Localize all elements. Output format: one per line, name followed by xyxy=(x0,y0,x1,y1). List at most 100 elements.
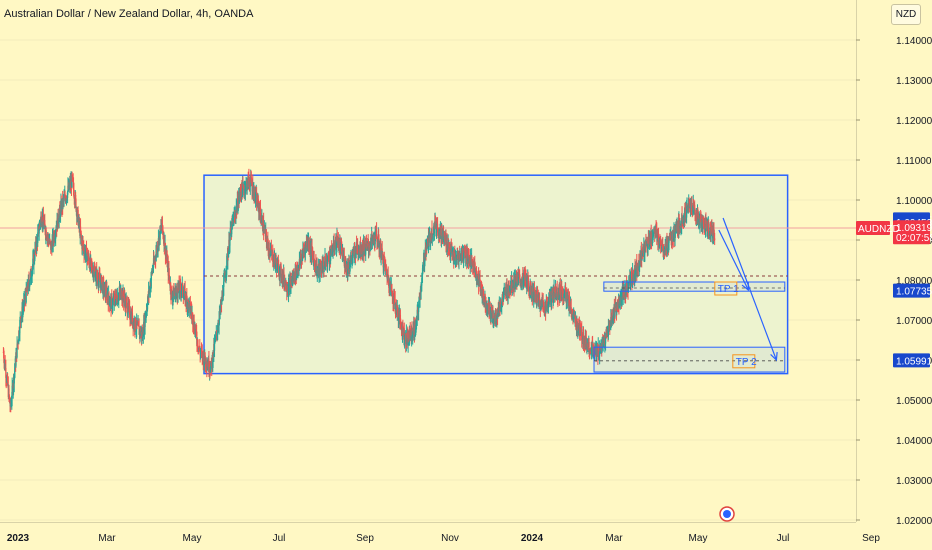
candle-body xyxy=(170,283,172,294)
candle-body xyxy=(492,309,494,325)
price-tick-label: 1.04000 xyxy=(896,436,932,447)
candle-body xyxy=(685,207,687,216)
candle-body xyxy=(501,301,503,307)
candle-body xyxy=(173,293,175,300)
candle-body xyxy=(146,301,149,310)
candle-body xyxy=(377,235,379,246)
price-tag xyxy=(893,353,930,368)
time-tick-label: Jul xyxy=(273,533,286,544)
candle-body xyxy=(261,217,264,229)
candle-body xyxy=(319,263,321,275)
time-tick-label: Jul xyxy=(777,533,790,544)
time-tick-label: May xyxy=(689,533,708,544)
candle-body xyxy=(709,231,711,236)
candle-body xyxy=(222,295,224,297)
candle-body xyxy=(709,228,712,238)
price-tick-label: 1.07000 xyxy=(896,316,932,327)
candle-body xyxy=(522,278,525,287)
time-tick-label: Mar xyxy=(98,533,116,544)
candle-body xyxy=(241,183,243,191)
candle-body xyxy=(76,214,78,217)
candle-body xyxy=(19,319,21,334)
candle-body xyxy=(7,376,9,385)
candle-body xyxy=(197,347,199,349)
candle-body xyxy=(75,194,77,200)
candle-body xyxy=(555,286,557,298)
candle-body xyxy=(137,322,140,326)
candle-body xyxy=(386,269,388,276)
candle-body xyxy=(168,274,170,278)
candle-body xyxy=(515,274,518,282)
candle-body xyxy=(382,258,385,268)
candle-body xyxy=(280,266,282,278)
tradingview-logo xyxy=(719,506,735,522)
candle-body xyxy=(703,223,705,228)
candle-body xyxy=(662,248,664,253)
candle-body xyxy=(567,296,570,303)
time-tick-label: May xyxy=(183,533,202,544)
tp1-label-frame xyxy=(714,281,738,296)
price-tag xyxy=(893,220,930,245)
candle-body xyxy=(97,278,99,284)
candle-body xyxy=(657,233,660,245)
candle-body xyxy=(205,358,207,367)
candle-body xyxy=(467,258,469,262)
candle-body xyxy=(369,245,371,248)
candle-body xyxy=(278,264,280,275)
candle-body xyxy=(563,290,565,296)
price-axis: 1.140001.130001.120001.110001.100001.090… xyxy=(856,0,932,550)
candle-body xyxy=(322,261,324,272)
candle-body xyxy=(376,235,378,242)
candle-body xyxy=(613,305,615,315)
candle-body xyxy=(565,288,567,299)
currency-button[interactable]: NZD xyxy=(891,4,921,25)
candle-body xyxy=(604,338,607,344)
candle-body xyxy=(429,241,432,243)
candle-body xyxy=(176,287,178,292)
candle-body xyxy=(350,256,352,259)
candle-body xyxy=(394,299,396,306)
candle-body xyxy=(29,282,31,287)
candle-body xyxy=(49,241,51,243)
time-tick-label: 2024 xyxy=(521,533,544,544)
candle-body xyxy=(44,220,46,225)
time-tick-label: Mar xyxy=(605,533,623,544)
symbol-tag-label: AUDNZD xyxy=(858,224,900,235)
candle-body xyxy=(687,203,689,212)
candles-layer xyxy=(2,168,716,413)
candle-body xyxy=(328,257,330,263)
target-arrow xyxy=(718,229,749,291)
candle-body xyxy=(497,308,499,318)
candle-body xyxy=(221,295,223,305)
candle-body xyxy=(363,243,365,255)
candle-body xyxy=(85,247,87,253)
candle-body xyxy=(310,247,312,255)
candle-body xyxy=(382,253,384,264)
candle-body xyxy=(306,241,309,247)
candle-body xyxy=(206,365,208,369)
candle-body xyxy=(585,336,587,345)
candle-body xyxy=(365,249,367,255)
candle-body xyxy=(63,196,65,201)
candle-body xyxy=(272,251,274,262)
candle-body xyxy=(553,287,555,300)
candle-body xyxy=(229,235,231,246)
candle-body xyxy=(363,251,365,255)
candle-body xyxy=(269,250,271,255)
candle-body xyxy=(133,320,136,329)
candle-body xyxy=(545,302,547,314)
candle-body xyxy=(539,300,541,309)
candle-body xyxy=(525,276,527,286)
drawings-layer: TP 1 TP 2 xyxy=(593,217,786,373)
candle-body xyxy=(592,344,594,346)
candle-body xyxy=(192,314,194,326)
candle-body xyxy=(59,205,62,217)
candle-body xyxy=(693,202,695,211)
candle-body xyxy=(183,294,185,299)
candle-body xyxy=(635,268,637,271)
candle-body xyxy=(90,258,92,261)
candle-body xyxy=(217,331,219,333)
candle-body xyxy=(36,238,38,250)
candle-body xyxy=(645,242,647,245)
